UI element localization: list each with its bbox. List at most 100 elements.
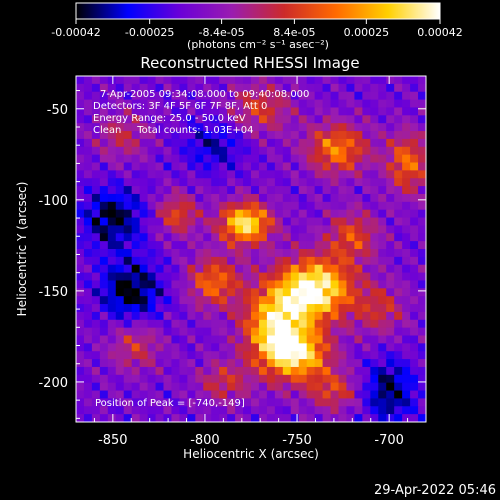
heatmap-cell bbox=[346, 225, 356, 234]
heatmap-cell bbox=[402, 131, 411, 140]
heatmap-cell bbox=[139, 343, 149, 352]
heatmap-cell bbox=[386, 311, 395, 321]
heatmap-cell bbox=[298, 382, 308, 392]
heatmap-cell bbox=[187, 304, 196, 313]
heatmap-cell bbox=[394, 99, 403, 109]
heatmap-cell bbox=[91, 99, 101, 109]
heatmap-cell bbox=[171, 99, 181, 109]
heatmap-cell bbox=[370, 351, 379, 360]
heatmap-cell bbox=[131, 374, 141, 384]
heatmap-cell bbox=[99, 209, 109, 219]
heatmap-cell bbox=[179, 193, 188, 203]
heatmap-cell bbox=[115, 414, 125, 422]
heatmap-cell bbox=[235, 76, 244, 85]
heatmap-cell bbox=[211, 414, 220, 422]
heatmap-cell bbox=[163, 225, 173, 234]
heatmap-cell bbox=[147, 241, 157, 250]
heatmap-cell bbox=[179, 91, 188, 101]
heatmap-cell bbox=[370, 296, 379, 305]
heatmap-cell bbox=[394, 366, 403, 376]
heatmap-cell bbox=[402, 154, 411, 164]
heatmap-cell bbox=[83, 178, 93, 187]
heatmap-cell bbox=[354, 319, 363, 329]
heatmap-cell bbox=[211, 162, 220, 171]
heatmap-cell bbox=[107, 366, 117, 376]
heatmap-cell bbox=[107, 131, 117, 140]
heatmap-cell bbox=[179, 351, 188, 360]
heatmap-cell bbox=[139, 209, 149, 219]
heatmap-cell bbox=[282, 327, 292, 337]
heatmap-cell bbox=[131, 170, 141, 179]
heatmap-cell bbox=[195, 170, 204, 179]
heatmap-cell bbox=[107, 217, 117, 227]
heatmap-cell bbox=[354, 138, 363, 148]
heatmap-cell bbox=[258, 351, 268, 360]
heatmap-cell bbox=[346, 162, 356, 171]
heatmap-cell bbox=[76, 162, 85, 171]
heatmap-cell bbox=[362, 76, 371, 85]
heatmap-cell bbox=[338, 225, 348, 234]
heatmap-cell bbox=[394, 83, 403, 93]
heatmap-cell bbox=[282, 170, 292, 179]
heatmap-cell bbox=[378, 170, 387, 179]
heatmap-cell bbox=[99, 272, 109, 282]
heatmap-cell bbox=[211, 107, 220, 116]
heatmap-cell bbox=[235, 193, 244, 203]
heatmap-cell bbox=[99, 146, 109, 156]
heatmap-cell bbox=[171, 335, 181, 344]
heatmap-cell bbox=[139, 390, 149, 400]
heatmap-cell bbox=[179, 304, 188, 313]
heatmap-cell bbox=[418, 296, 426, 305]
heatmap-cell bbox=[258, 76, 268, 85]
heatmap-cell bbox=[322, 296, 332, 305]
heatmap-cell bbox=[322, 406, 332, 415]
heatmap-cell bbox=[83, 233, 93, 242]
heatmap-cell bbox=[91, 280, 101, 289]
heatmap-cell bbox=[91, 178, 101, 187]
heatmap-cell bbox=[147, 272, 157, 282]
heatmap-cell bbox=[394, 131, 403, 140]
heatmap-cell bbox=[258, 131, 268, 140]
heatmap-cell bbox=[251, 99, 260, 109]
heatmap-cell bbox=[147, 406, 157, 415]
heatmap-cell bbox=[195, 311, 204, 321]
heatmap-cell bbox=[330, 201, 340, 211]
heatmap-cell bbox=[370, 170, 379, 179]
heatmap-cell bbox=[290, 99, 300, 109]
heatmap-cell bbox=[187, 107, 196, 116]
heatmap-cell bbox=[330, 154, 340, 164]
heatmap-cell bbox=[266, 256, 276, 266]
heatmap-cell bbox=[179, 217, 188, 227]
heatmap-cell bbox=[274, 76, 284, 85]
heatmap-cell bbox=[251, 123, 260, 132]
heatmap-cell bbox=[235, 131, 244, 140]
heatmap-cell bbox=[338, 217, 348, 227]
heatmap-cell bbox=[235, 178, 244, 187]
heatmap-cell bbox=[346, 76, 356, 85]
heatmap-cell bbox=[290, 406, 300, 415]
heatmap-cell bbox=[131, 414, 141, 422]
heatmap-cell bbox=[227, 146, 236, 156]
heatmap-cell bbox=[402, 99, 411, 109]
heatmap-cell bbox=[402, 249, 411, 258]
heatmap-cell bbox=[171, 304, 181, 313]
heatmap-cell bbox=[251, 76, 260, 85]
heatmap-cell bbox=[219, 366, 228, 376]
heatmap-cell bbox=[362, 170, 371, 179]
heatmap-cell bbox=[306, 351, 316, 360]
heatmap-cell bbox=[76, 83, 85, 93]
heatmap-cell bbox=[251, 374, 260, 384]
heatmap-cell bbox=[354, 76, 363, 85]
heatmap-cell bbox=[258, 343, 268, 352]
heatmap-cell bbox=[83, 209, 93, 219]
heatmap-cell bbox=[243, 256, 252, 266]
heatmap-cell bbox=[155, 374, 165, 384]
heatmap-cell bbox=[76, 209, 85, 219]
heatmap-cell bbox=[179, 343, 188, 352]
heatmap-cell bbox=[330, 272, 340, 282]
heatmap-cell bbox=[394, 335, 403, 344]
heatmap-cell bbox=[251, 186, 260, 195]
heatmap-cell bbox=[83, 304, 93, 313]
heatmap-cell bbox=[83, 131, 93, 140]
heatmap-cell bbox=[306, 256, 316, 266]
